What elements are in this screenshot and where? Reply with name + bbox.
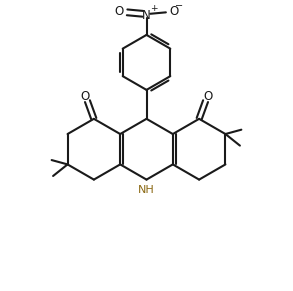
Text: −: − bbox=[175, 1, 183, 11]
Text: O: O bbox=[203, 90, 212, 103]
Text: O: O bbox=[170, 5, 179, 18]
Text: +: + bbox=[150, 4, 157, 13]
Text: O: O bbox=[114, 5, 123, 18]
Text: O: O bbox=[81, 90, 90, 103]
Text: NH: NH bbox=[138, 185, 155, 195]
Text: N: N bbox=[142, 9, 151, 22]
